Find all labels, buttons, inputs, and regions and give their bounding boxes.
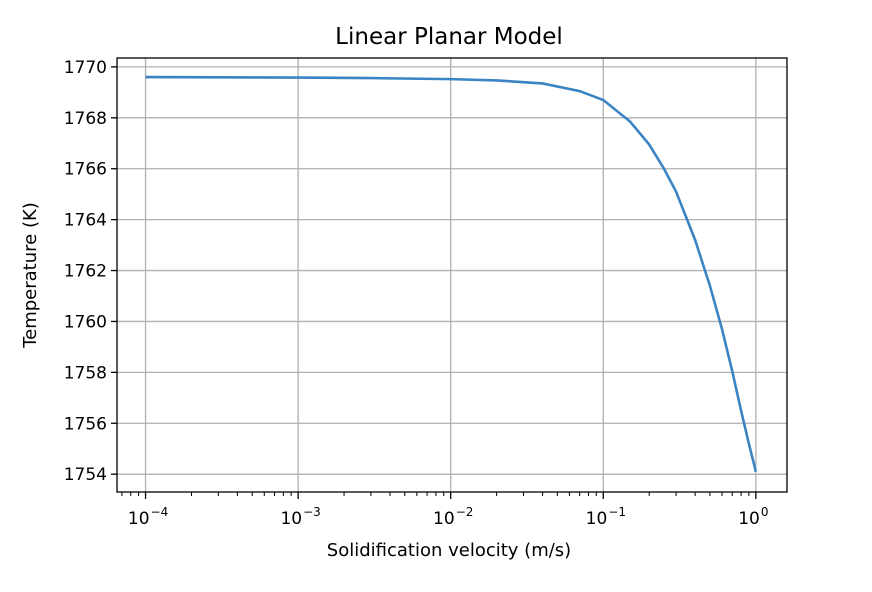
x-tick-base: 10 — [280, 509, 302, 529]
y-tick-label: 1762 — [64, 262, 107, 282]
y-tick-label: 1756 — [64, 414, 107, 434]
x-axis-label: Solidification velocity (m/s) — [327, 540, 571, 561]
y-tick-label: 1770 — [64, 58, 107, 78]
y-tick-label: 1764 — [64, 211, 107, 231]
y-axis-label: Temperature (K) — [20, 202, 41, 349]
x-tick-label: 10 −2 — [433, 505, 473, 529]
x-tick-label: 10 −3 — [280, 505, 320, 529]
plot-frame — [116, 57, 788, 493]
x-tick-base: 10 — [128, 509, 150, 529]
series-layer — [145, 75, 758, 472]
x-tick-label: 10 0 — [738, 505, 768, 529]
y-tick-label: 1760 — [64, 312, 107, 332]
x-tick-base: 10 — [433, 509, 455, 529]
x-tick-base: 10 — [586, 509, 608, 529]
series-line — [145, 75, 758, 472]
y-tick-label: 1754 — [64, 465, 107, 485]
x-tick-label: 10 −4 — [128, 505, 168, 529]
y-tick-label: 1768 — [64, 109, 107, 129]
x-axis-ticks: 10 −4 10 −3 10 −2 10 −1 10 0 — [121, 492, 768, 529]
x-tick-label: 10 −1 — [586, 505, 626, 529]
x-tick-exponent: −1 — [608, 505, 626, 519]
grid — [117, 58, 787, 492]
chart-title: Linear Planar Model — [335, 24, 563, 50]
x-tick-exponent: −2 — [456, 505, 474, 519]
y-axis-ticks: 1754 1756 1758 1760 1762 1764 1766 1768 1770 — [64, 58, 117, 485]
x-tick-exponent: −3 — [303, 505, 321, 519]
x-tick-exponent: 0 — [761, 505, 769, 519]
x-tick-exponent: −4 — [151, 505, 169, 519]
y-tick-label: 1766 — [64, 160, 107, 180]
x-tick-base: 10 — [738, 509, 760, 529]
y-tick-label: 1758 — [64, 363, 107, 383]
